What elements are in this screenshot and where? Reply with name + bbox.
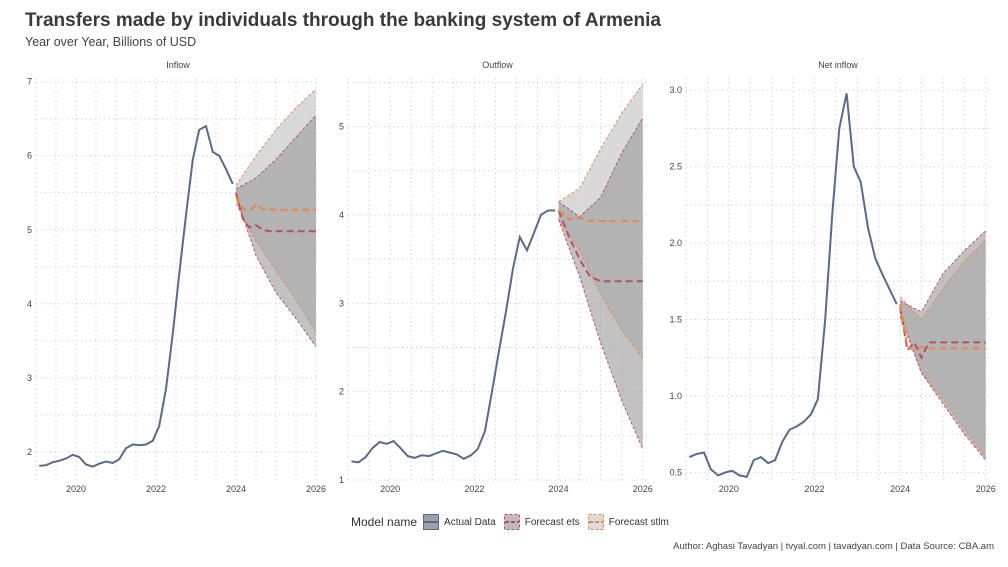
legend-item-actual: Actual Data <box>423 514 496 530</box>
panel-strip-label: Net inflow <box>818 60 858 70</box>
actual-data-line <box>689 93 898 479</box>
chart-title: Transfers made by individuals through th… <box>25 10 661 31</box>
legend-key-actual <box>423 514 440 530</box>
x-tick-label: 2024 <box>549 484 569 494</box>
x-tick-label: 2024 <box>890 484 910 494</box>
x-tick-label: 2026 <box>306 484 326 494</box>
legend-key-ets <box>503 514 520 530</box>
forecast-ets-upper <box>899 230 987 313</box>
y-tick-label: 5 <box>339 122 344 132</box>
y-tick-label: 4 <box>339 210 344 220</box>
y-tick-label: 4 <box>27 299 32 309</box>
forecast-stlm-lower <box>558 219 644 359</box>
y-tick-label: 2 <box>339 387 344 397</box>
x-tick-label: 2026 <box>976 484 996 494</box>
panel-0: Inflow 2020 2022 2024 2026 2 3 4 5 6 7 <box>27 60 326 494</box>
caption: Author: Aghasi Tavadyan | tvyal.com | ta… <box>673 541 994 552</box>
forecast-ets-band <box>558 117 643 450</box>
y-tick-label: 5 <box>27 225 32 235</box>
actual-data-line <box>351 209 556 464</box>
legend-label-actual: Actual Data <box>444 516 496 528</box>
y-tick-label: 7 <box>27 77 32 87</box>
y-tick-label: 3.0 <box>669 85 682 95</box>
x-tick-label: 2020 <box>380 484 400 494</box>
forecast-ets-line <box>899 307 986 361</box>
forecast-stlm-lower <box>235 203 317 333</box>
y-tick-label: 3 <box>339 298 344 308</box>
legend-item-ets: Forecast ets <box>503 514 580 530</box>
forecast-stlm-lower <box>899 311 987 458</box>
panel-1: Outflow 2020 2022 2024 2026 1 2 3 4 5 <box>339 60 653 494</box>
panel-2: Net inflow 2020 2022 2024 2026 0.5 1.0 1.5 2.0 2.… <box>669 60 995 494</box>
x-tick-label: 2020 <box>66 484 86 494</box>
forecast-stlm-line <box>899 304 986 352</box>
forecast-ets-line <box>557 210 643 283</box>
y-tick-label: 6 <box>27 151 32 161</box>
y-tick-label: 2.0 <box>669 238 682 248</box>
legend-label-stlm: Forecast stlm <box>608 516 669 528</box>
x-tick-label: 2022 <box>146 484 166 494</box>
forecast-ets-lower <box>899 316 987 461</box>
chart-subtitle: Year over Year, Billions of USD <box>25 35 197 49</box>
forecast-ets-lower <box>235 196 317 347</box>
forecast-stlm-line <box>557 209 643 223</box>
x-tick-label: 2020 <box>719 484 739 494</box>
x-tick-label: 2024 <box>226 484 246 494</box>
legend-item-stlm: Forecast stlm <box>587 514 669 530</box>
x-tick-label: 2022 <box>464 484 484 494</box>
panel-strip-label: Outflow <box>482 60 513 70</box>
legend: Model name Actual Data Forecast ets Fore… <box>351 514 677 530</box>
forecast-ets-lower <box>558 219 644 450</box>
y-tick-label: 1.0 <box>669 391 682 401</box>
forecast-ets-line <box>235 192 316 233</box>
forecast-ets-band <box>900 230 986 461</box>
forecast-ets-upper <box>558 117 644 218</box>
y-tick-label: 3 <box>27 373 32 383</box>
panel-strip-label: Inflow <box>166 60 190 70</box>
y-tick-label: 2.5 <box>669 162 682 172</box>
y-tick-label: 1.5 <box>669 315 682 325</box>
y-tick-label: 1 <box>339 475 344 485</box>
forecast-stlm-upper <box>558 83 644 203</box>
legend-label-ets: Forecast ets <box>524 516 580 528</box>
forecast-stlm-upper <box>235 88 317 186</box>
actual-data-line <box>39 124 234 468</box>
y-tick-label: 2 <box>27 447 32 457</box>
forecast-stlm-upper <box>899 239 987 321</box>
y-tick-label: 0.5 <box>669 467 682 477</box>
x-tick-label: 2022 <box>804 484 824 494</box>
legend-title: Model name <box>351 515 418 529</box>
forecast-ets-upper <box>235 114 317 190</box>
x-tick-label: 2026 <box>633 484 653 494</box>
forecast-stlm-line <box>235 196 316 212</box>
legend-key-stlm <box>587 514 604 530</box>
